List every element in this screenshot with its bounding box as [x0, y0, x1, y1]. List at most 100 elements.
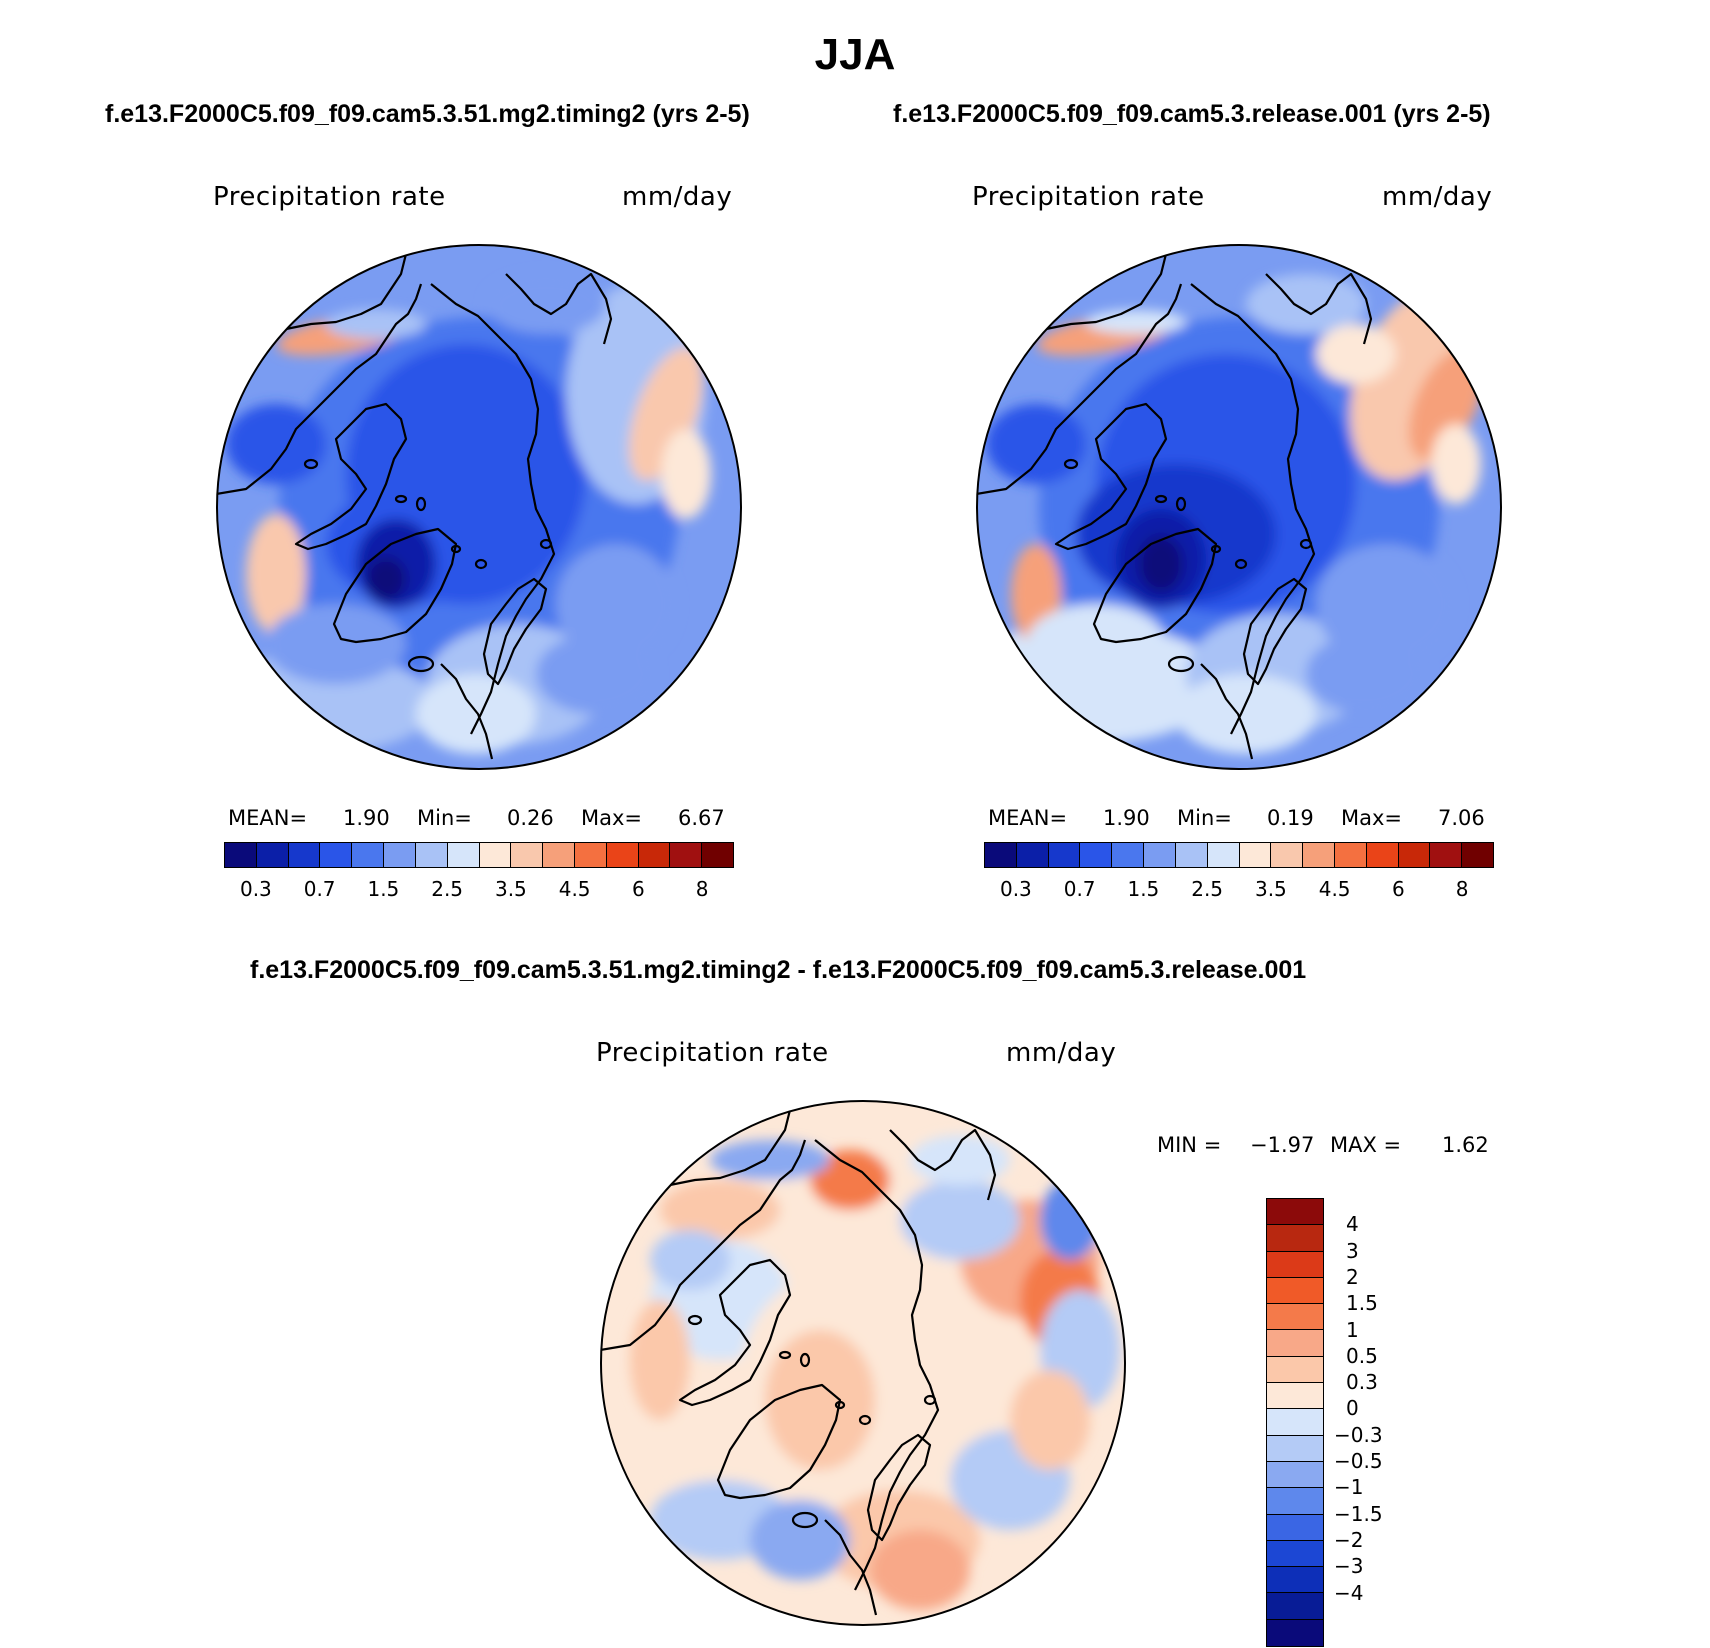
panel2-colorbar-swatch [1144, 843, 1176, 867]
panel3-colorbar-swatch [1267, 1304, 1323, 1331]
panel2-contour-region [1086, 310, 1186, 334]
panel2-units-label: mm/day [1382, 182, 1493, 212]
panel1-contour-region [226, 404, 326, 484]
panel2-colorbar-swatch [1080, 843, 1113, 867]
panel3-coastline [716, 1383, 842, 1500]
panel1-min-label: Min= [417, 806, 472, 830]
panel2-polar-map [976, 244, 1502, 770]
panel3-colorbar-tick-label: 0 [1346, 1396, 1359, 1421]
panel3-island [799, 1352, 811, 1368]
panel3-colorbar-swatch [1267, 1383, 1323, 1410]
panel3-coastline [866, 1433, 932, 1542]
panel1-colorbar-swatch [479, 843, 512, 867]
panel3-contour-region [1040, 1180, 1100, 1260]
panel1-map-border [216, 244, 742, 770]
panel2-island [1175, 496, 1187, 512]
panel1-colorbar-swatch [574, 843, 607, 867]
panel3-colorbar-tick-label: 2 [1346, 1264, 1359, 1289]
panel3-island [687, 1314, 703, 1326]
panel1-colorbar-tick-label: 0.7 [303, 877, 336, 901]
panel1-coastline [505, 272, 613, 345]
panel1-contour-region [556, 544, 676, 664]
panel1-island [539, 538, 553, 550]
panel2-coastline [1015, 253, 1168, 336]
panel2-colorbar [984, 842, 1494, 868]
panel1-polar-map [216, 244, 742, 770]
panel2-island [1299, 538, 1313, 550]
panel3-colorbar [1266, 1198, 1324, 1648]
panel1-colorbar-swatch [543, 843, 575, 867]
panel2-island [1210, 544, 1222, 554]
panel3-colorbar-swatch [1267, 1488, 1323, 1515]
panel2-island [1154, 494, 1168, 504]
panel2-colorbar-swatch [1239, 843, 1272, 867]
panel3-colorbar-tick-label: −3 [1334, 1554, 1364, 1579]
panel2-colorbar-tick-label: 2.5 [1191, 877, 1224, 901]
panel3-max-value: 1.62 [1442, 1133, 1489, 1157]
panel1-contour-region [366, 557, 406, 601]
panel2-colorbar-tick-label: 0.7 [1063, 877, 1096, 901]
panel3-colorbar-swatch [1267, 1567, 1323, 1594]
panel1-colorbar-tick-label: 2.5 [431, 877, 464, 901]
panel2-colorbar-tick-label: 1.5 [1127, 877, 1160, 901]
panel1-colorbar-swatch [384, 843, 416, 867]
panel1-coastline [482, 577, 548, 686]
panel1-colorbar-swatch [352, 843, 385, 867]
panel1-mean-label: MEAN= [228, 806, 308, 830]
panel2-island [1063, 458, 1079, 470]
panel3-coastline [639, 1109, 792, 1192]
panel2-colorbar-tick-label: 3.5 [1254, 877, 1287, 901]
panel2-colorbar-tick-label: 6 [1392, 877, 1405, 901]
panel3-colorbar-tick-label: 1.5 [1346, 1291, 1378, 1316]
panel1-coastline [255, 253, 408, 336]
panel2-coastline [1265, 272, 1373, 345]
panel1-colorbar-tick-label: 3.5 [494, 877, 527, 901]
panel2-colorbar-swatch [1016, 843, 1049, 867]
panel1-colorbar-tick-label: 8 [695, 877, 709, 901]
panel1-island [415, 496, 427, 512]
panel1-colorbar-tick-label: 6 [632, 877, 645, 901]
panel3-colorbar-swatch [1267, 1514, 1323, 1541]
panel2-coastline [1092, 527, 1218, 644]
panel2-colorbar-swatch [1334, 843, 1367, 867]
panel3-colorbar-tick-label: −1.5 [1334, 1501, 1383, 1526]
panel2-min-value: 0.19 [1267, 806, 1314, 830]
panel1-coastline [294, 402, 408, 551]
panel3-island [834, 1400, 846, 1410]
page-title: JJA [814, 30, 896, 79]
panel3-coastline [814, 1139, 940, 1591]
panel3-coastline [601, 1139, 807, 1352]
panel2-coastline [977, 283, 1183, 496]
panel3-colorbar-tick-label: −4 [1334, 1580, 1364, 1605]
panel3-difference-polar-map [600, 1100, 1126, 1626]
panel2-coastline [1054, 402, 1168, 551]
panel1-contour-region [661, 429, 711, 519]
panel1-island [474, 558, 488, 570]
panel1-colorbar-swatch [606, 843, 639, 867]
panel1-contour-region [416, 674, 536, 754]
panel1-variable-label: Precipitation rate [213, 182, 446, 212]
panel1-contour-region [246, 514, 306, 634]
panel2-mean-label: MEAN= [988, 806, 1068, 830]
panel3-colorbar-tick-label: 4 [1346, 1212, 1359, 1237]
panel1-coastline [332, 527, 458, 644]
panel2-colorbar-swatch [1271, 843, 1304, 867]
panel1-colorbar-tick-label: 4.5 [558, 877, 591, 901]
panel1-mean-value: 1.90 [343, 806, 390, 830]
panel2-coastline [1200, 663, 1254, 760]
panel2-colorbar-tick-label: 0.3 [999, 877, 1032, 901]
panel3-colorbar-tick-label: 3 [1346, 1238, 1359, 1263]
panel2-colorbar-tick-label: 4.5 [1318, 877, 1351, 901]
panel3-colorbar-swatch [1267, 1435, 1323, 1462]
panel2-colorbar-swatch [1048, 843, 1081, 867]
panel3-colorbar-tick-label: 0.5 [1346, 1343, 1378, 1368]
panel2-contour-region [1139, 536, 1183, 592]
panel1-colorbar-swatch [511, 843, 544, 867]
panel2-colorbar-swatch [1303, 843, 1335, 867]
panel2-island [1167, 655, 1195, 673]
panel3-island [923, 1394, 937, 1406]
panel1-max-value: 6.67 [678, 806, 725, 830]
panel1-colorbar-tick-label: 1.5 [367, 877, 400, 901]
panel3-variable-label: Precipitation rate [596, 1038, 829, 1068]
panel1-colorbar-tick-label: 0.3 [239, 877, 272, 901]
